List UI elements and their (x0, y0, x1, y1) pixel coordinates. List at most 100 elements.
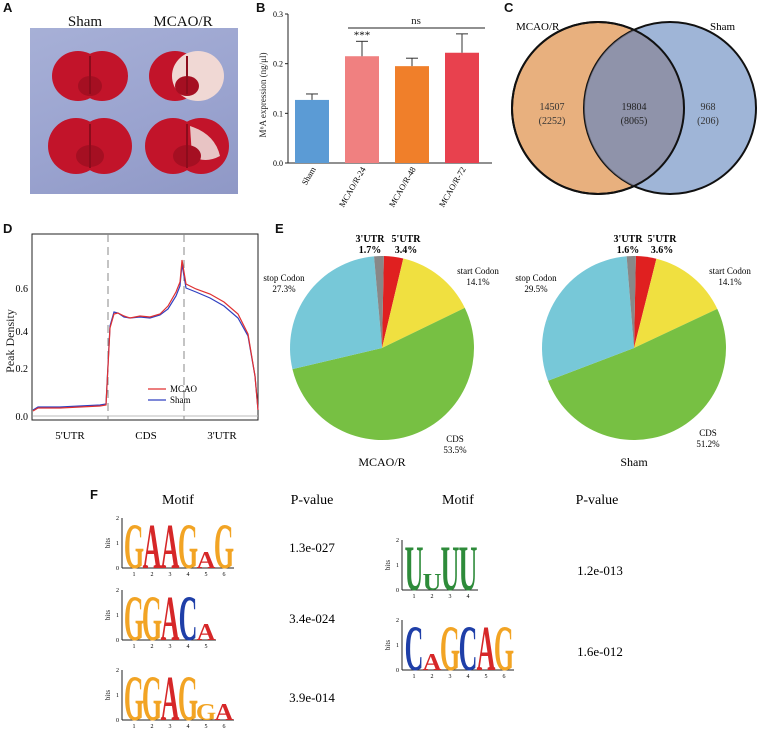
bar-category-label: MCAO/R-48 (387, 165, 418, 209)
brain-slice-mcao-top (149, 51, 224, 101)
venn-overlap-count: 19804 (622, 102, 647, 113)
photo-label-sham: Sham (68, 14, 103, 30)
logo-axis-label: bits (104, 538, 112, 548)
peak-density-chart: Peak Density 0.0 0.2 0.4 0.6 MCAO Sham 5… (3, 233, 259, 442)
pie-slice-stop-codon (542, 256, 634, 381)
logo-letter: G (196, 700, 216, 726)
logo-ytick: 2 (116, 588, 119, 594)
brain-slice-sham-bottom (48, 118, 132, 174)
logo-letter: G (142, 582, 162, 654)
brain-slices-illustration: Sham MCAO/R (30, 6, 238, 174)
pie-slice-stop-codon (290, 256, 382, 370)
logo-letter: G (494, 612, 514, 684)
logo-letter: G (142, 662, 162, 730)
bar-category-label: MCAO/R-72 (437, 165, 468, 209)
logo-position: 6 (223, 724, 226, 730)
pie-sham-pct-3utr: 1.6% (617, 245, 640, 256)
pvalue-right-1: 1.2e-013 (577, 563, 623, 578)
pie-mcao-label-cds: CDS (446, 434, 464, 444)
logo-letter: G (124, 510, 144, 582)
logo-axis-label: bits (384, 560, 392, 570)
logo-letter: A (477, 612, 496, 684)
logo-letter: G (440, 612, 460, 684)
logo-letter: G (178, 662, 198, 730)
peak-density-frame (31, 233, 259, 421)
pie-mcao-label-5utr: 5'UTR (392, 234, 422, 245)
motif-header-right: Motif (442, 493, 474, 508)
pie-slice-5-utr (382, 256, 404, 348)
bar-category-label: Sham (299, 165, 318, 187)
pie-slice-3-utr (374, 256, 384, 348)
venn-label-mcao: MCAO/R (516, 21, 560, 33)
logo-letter: A (161, 662, 180, 730)
pie-mcao-pct-cds: 53.5% (443, 445, 467, 455)
logo-position: 6 (223, 572, 226, 578)
logo-position: 3 (449, 594, 452, 600)
panel-letter-e: E (275, 221, 284, 236)
pie-sham-pct-stop: 29.5% (524, 284, 548, 294)
pie-sham-pct-cds: 51.2% (696, 439, 720, 449)
logo-position: 2 (431, 594, 434, 600)
logo-axis-label: bits (104, 610, 112, 620)
logo-position: 2 (431, 674, 434, 680)
pie-sham-pct-start: 14.1% (718, 277, 742, 287)
pie-mcao-pct-5utr: 3.4% (395, 245, 418, 256)
logo-letter: G (178, 510, 198, 582)
pie-sham-label-stop: stop Codon (515, 273, 557, 283)
logo-position: 1 (413, 674, 416, 680)
pvalue-left-1: 1.3e-027 (289, 540, 335, 555)
bar-ytick-label: 0.1 (273, 109, 283, 118)
bar-category-label: MCAO/R-24 (337, 164, 368, 209)
logo-position: 4 (187, 644, 190, 650)
pie-sham-label-cds: CDS (699, 428, 717, 438)
logo-letter: A (143, 510, 162, 582)
logo-ytick: 2 (396, 538, 399, 544)
venn-right-sub: (206) (697, 116, 719, 127)
logo-ytick: 0 (116, 566, 119, 572)
logo-letter: A (215, 700, 234, 726)
logo-letter: U (441, 532, 460, 604)
pie-mcao-label-start: start Codon (457, 266, 499, 276)
pie-sham-pct-5utr: 3.6% (651, 245, 674, 256)
logo-position: 5 (205, 724, 208, 730)
pvalue-right-2: 1.6e-012 (577, 644, 623, 659)
pie-mcao-pct-3utr: 1.7% (359, 245, 382, 256)
ns-label: ns (411, 15, 421, 27)
bar-ylabel: M⁶A expression (ng/μl) (258, 53, 268, 138)
logo-position: 5 (205, 572, 208, 578)
bar-mcao-r-48 (395, 66, 429, 163)
logo-ytick: 0 (396, 668, 399, 674)
logo-position: 5 (485, 674, 488, 680)
logo-position: 4 (467, 674, 470, 680)
line-mcao (32, 259, 259, 412)
brain-slice-mcao-bottom (145, 118, 229, 174)
pie-chart-mcao: 3'UTR 1.7% 5'UTR 3.4% start Codon 14.1% … (263, 234, 499, 469)
venn-right-count: 968 (701, 102, 716, 113)
motif-header-left: Motif (162, 493, 194, 508)
pie-slice-start-codon (382, 258, 465, 348)
pie-mcao-pct-stop: 27.3% (272, 284, 296, 294)
line-sham (32, 263, 259, 411)
motif-panel: Motif P-value Motif P-value 1.3e-027 3.4… (104, 493, 623, 730)
logo-ytick: 2 (396, 618, 399, 624)
logo-letter: U (423, 570, 442, 596)
logo-ytick: 0 (116, 718, 119, 724)
ytick-3: 0.6 (16, 284, 29, 295)
ytick-1: 0.2 (16, 364, 29, 375)
logo-letter: A (197, 548, 216, 574)
pie-mcao-title: MCAO/R (358, 455, 405, 469)
logo-position: 1 (133, 644, 136, 650)
logo-ytick: 1 (116, 541, 119, 547)
logo-letter: G (124, 662, 144, 730)
logo-position: 1 (133, 572, 136, 578)
logo-ytick: 1 (116, 693, 119, 699)
bar-sham (295, 99, 329, 163)
pie-sham-label-start: start Codon (709, 266, 751, 276)
logo-letter: C (405, 612, 424, 684)
brain-slice-sham-top (52, 51, 128, 101)
logo-letter: A (161, 582, 180, 654)
pvalue-header-right: P-value (576, 493, 619, 508)
logo-letter: C (459, 612, 478, 684)
